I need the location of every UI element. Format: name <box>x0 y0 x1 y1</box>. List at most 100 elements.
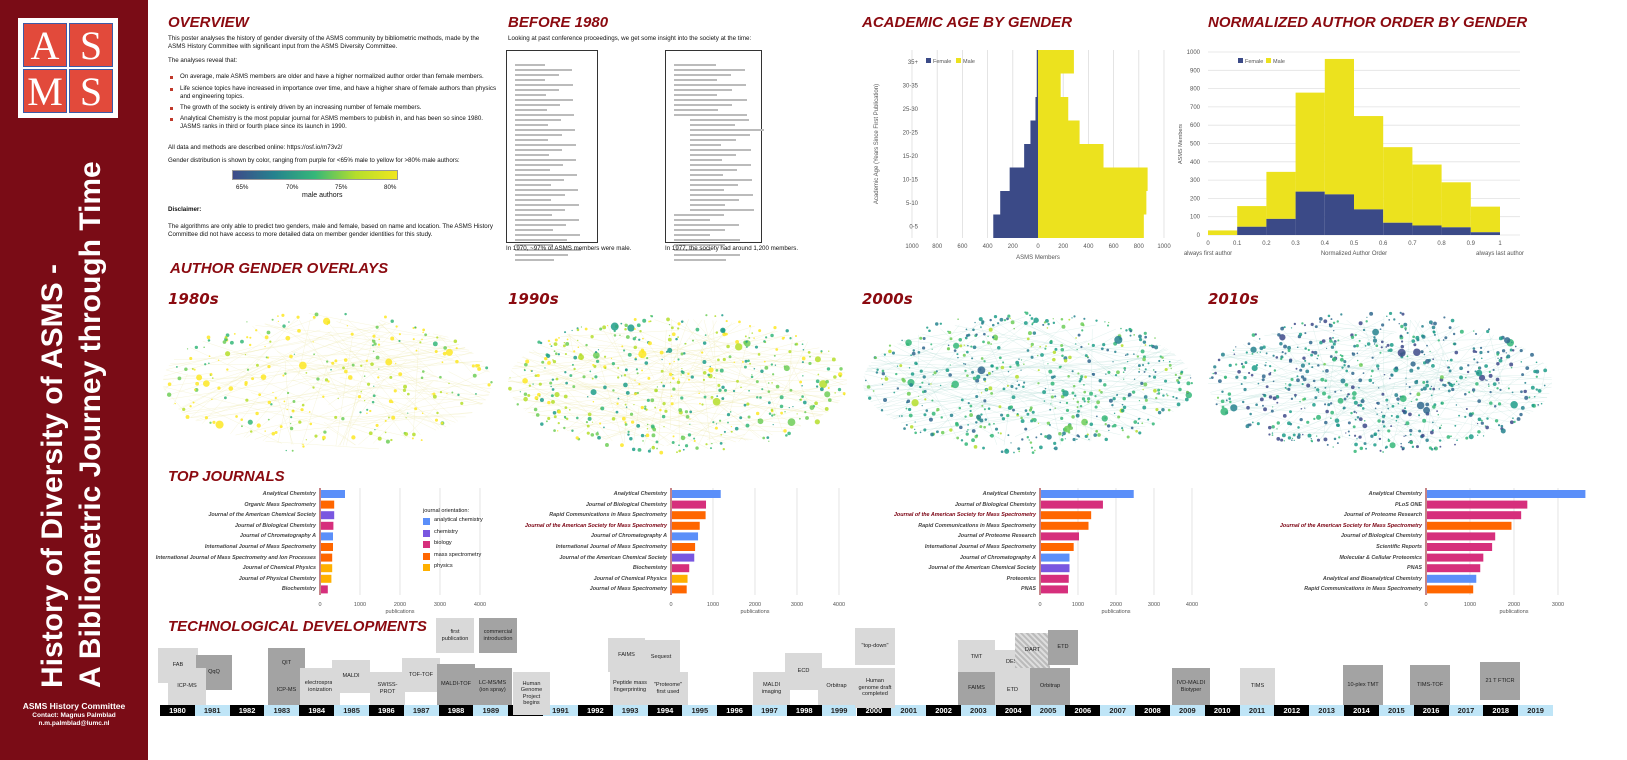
network-node <box>1387 429 1391 433</box>
document-text-line <box>689 159 723 161</box>
network-node <box>211 377 214 379</box>
network-node <box>705 443 708 446</box>
network-node <box>987 335 989 338</box>
network-edge <box>1086 367 1188 405</box>
decade-label: 1990s <box>508 290 559 308</box>
network-node <box>286 408 288 411</box>
network-node <box>774 364 777 366</box>
network-node <box>1352 396 1356 400</box>
female-bar <box>1036 50 1038 74</box>
network-node <box>1295 367 1298 370</box>
journal-bar <box>1041 500 1103 509</box>
network-node <box>672 435 675 438</box>
network-node <box>993 422 995 425</box>
network-node <box>1036 354 1039 357</box>
network-node <box>1385 398 1389 402</box>
network-edge <box>1426 321 1455 370</box>
network-node <box>662 384 666 388</box>
network-node <box>671 441 675 444</box>
year-cell: 2006 <box>1065 705 1101 716</box>
network-node <box>827 387 830 389</box>
network-node <box>191 367 194 370</box>
network-node <box>592 352 600 359</box>
network-node <box>247 419 253 425</box>
journal-bar <box>1041 490 1134 498</box>
journal-label: International Journal of Mass Spectromet… <box>155 554 316 561</box>
network-node <box>988 371 991 375</box>
logo-letter: S <box>69 69 113 114</box>
network-node <box>1032 417 1037 423</box>
network-node <box>1500 428 1506 434</box>
network-node <box>1409 433 1412 436</box>
network-node <box>523 369 526 372</box>
network-node <box>827 398 832 402</box>
network-node <box>966 374 969 377</box>
network-node <box>957 356 959 359</box>
network-node <box>1129 330 1133 333</box>
network-node <box>351 363 355 367</box>
network-node <box>1354 418 1357 421</box>
network-node <box>680 352 684 356</box>
journal-bar <box>672 564 690 573</box>
network-node <box>1523 389 1527 394</box>
network-edge <box>302 360 483 377</box>
network-node <box>922 346 926 350</box>
network-node <box>1488 373 1493 378</box>
network-node <box>1319 321 1321 323</box>
network-node <box>814 356 821 363</box>
network-node <box>868 396 872 400</box>
network-node <box>1174 373 1177 377</box>
network-node <box>1472 391 1475 393</box>
network-node <box>1144 335 1148 339</box>
network-node <box>374 428 376 431</box>
network-node <box>770 408 774 412</box>
network-node <box>923 413 927 417</box>
network-node <box>1265 385 1269 389</box>
network-node <box>1054 395 1057 398</box>
network-node <box>979 425 983 429</box>
network-node <box>363 375 366 378</box>
network-node <box>807 351 811 354</box>
network-node <box>917 395 920 397</box>
network-node <box>572 385 576 389</box>
network-node <box>553 429 556 432</box>
network-node <box>743 403 747 407</box>
network-node <box>717 358 720 362</box>
network-node <box>678 378 680 380</box>
network-edge <box>1214 399 1372 445</box>
network-node <box>1401 448 1405 451</box>
network-node <box>1409 368 1414 373</box>
gender-colorbar <box>232 170 398 180</box>
network-node <box>1228 397 1231 401</box>
network-node <box>1071 370 1074 373</box>
network-node <box>1358 386 1360 389</box>
data-link[interactable]: All data and methods are described onlin… <box>168 144 343 151</box>
network-node <box>412 338 415 341</box>
network-node <box>1251 365 1258 372</box>
year-cell: 1987 <box>403 705 439 716</box>
network-node <box>541 360 545 364</box>
network-node <box>680 320 684 323</box>
network-edge <box>1229 351 1388 373</box>
network-node <box>715 331 719 334</box>
network-node <box>761 388 764 391</box>
network-node <box>659 450 664 455</box>
network-node <box>1272 406 1274 408</box>
network-node <box>1315 435 1318 437</box>
network-node <box>1125 329 1128 332</box>
network-node <box>1355 412 1358 414</box>
network-edge <box>1479 347 1525 393</box>
network-node <box>1430 385 1433 388</box>
network-node <box>967 423 970 426</box>
network-edge <box>904 328 982 341</box>
network-node <box>635 368 639 371</box>
contact-email[interactable]: n.m.palmblad@lumc.nl <box>38 720 110 727</box>
network-edge <box>1392 398 1405 446</box>
network-node <box>1100 347 1104 351</box>
network-node <box>1467 364 1470 367</box>
age-heading: ACADEMIC AGE BY GENDER <box>862 14 1073 31</box>
tech-event: MALDI imaging <box>753 672 790 705</box>
network-node <box>301 403 305 407</box>
male-bar <box>1038 120 1080 144</box>
network-node <box>1389 377 1391 380</box>
